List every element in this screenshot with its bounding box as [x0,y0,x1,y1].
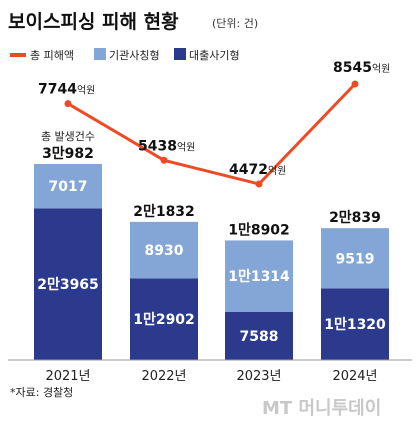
legend-line-swatch [10,53,26,57]
data-label-institution: 7017 [49,179,88,195]
x-tick-label: 2024년 [332,369,377,384]
bar-segment-loan [321,288,389,360]
x-tick-labels: 2021년 2022년 2023년 2024년 [45,369,377,384]
legend-swatch-institution [94,48,106,60]
data-label-total: 1만8902 [228,222,290,238]
source-note: *자료: 경찰청 [10,386,73,399]
bar-segment-loan [34,208,102,360]
bar-segment-institution [321,228,389,289]
damage-point [160,156,168,164]
bar-segment-loan [130,278,198,360]
x-tick-label: 2022년 [141,369,186,384]
damage-value-label: 7744억원 [38,82,95,98]
bar-segment-loan [225,311,293,360]
legend-label-total-damage: 총 피해액 [30,48,74,62]
data-label-institution: 9519 [336,251,375,267]
data-label-loan: 7588 [240,329,279,345]
data-label-total: 3만982 [42,146,94,162]
bar-segment-institution [225,240,293,312]
damage-point [255,180,263,188]
data-label-institution: 8930 [145,243,184,259]
data-label-loan: 2만3965 [37,277,99,293]
damage-value-label: 5438억원 [138,138,195,154]
legend-swatch-loan [174,48,186,60]
bar-segment-institution [34,164,102,209]
labels-layer: 2만3965 7017 3만982 1만2902 8930 2만1832 7588 1만131… [37,60,390,345]
data-label-institution: 1만1314 [228,269,290,285]
data-label-total: 2만1832 [133,204,195,220]
total-count-caption: 총 발생건수 [41,130,95,143]
line-layer [64,80,359,188]
chart-title: 보이스피싱 피해 현황 [8,10,179,33]
legend-label-loan: 대출사기형 [189,49,240,62]
damage-value-label: 4472억원 [229,162,286,178]
unit-label: (단위: 건) [212,17,258,30]
legend-label-institution: 기관사칭형 [109,49,160,62]
damage-line [67,82,357,186]
damage-point [64,100,72,108]
watermark-logo: MT 머니투데이 [262,398,381,419]
x-tick-label: 2023년 [236,369,281,384]
bars-layer [34,164,389,360]
damage-point [351,80,359,88]
bar-segment-institution [130,221,198,279]
data-label-total: 2만839 [329,210,381,226]
data-label-loan: 1만1320 [324,317,386,333]
legend: 총 피해액 기관사칭형 대출사기형 [10,48,240,62]
data-label-loan: 1만2902 [133,312,195,328]
damage-value-label: 8545억원 [333,60,390,76]
x-tick-label: 2021년 [45,369,90,384]
